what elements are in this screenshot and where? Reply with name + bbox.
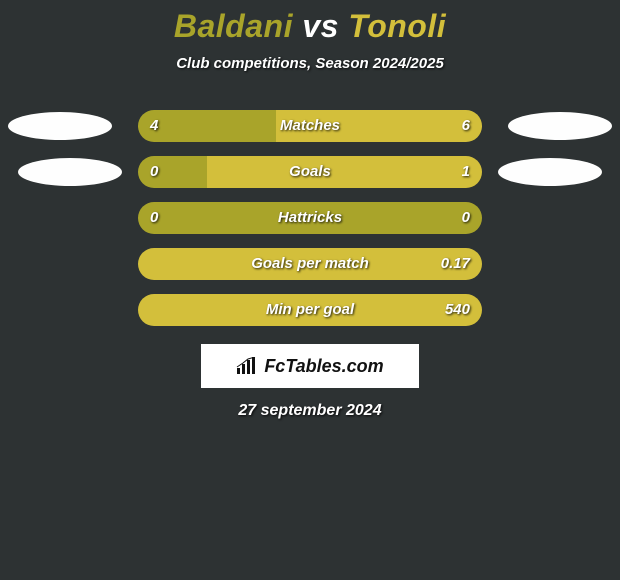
comparison-row: Matches4 6 [0, 110, 620, 142]
source-badge: FcTables.com [201, 344, 419, 388]
chart-icon [236, 357, 258, 375]
subtitle: Club competitions, Season 2024/2025 [0, 55, 620, 72]
stat-value-left: 4 [150, 110, 158, 142]
team-badge-left [18, 158, 122, 186]
stat-value-left: 0 [150, 156, 158, 188]
title-vs: vs [302, 8, 339, 44]
comparison-row: Hattricks0 0 [0, 202, 620, 234]
stat-value-right: 1 [462, 156, 470, 188]
team-badge-left [8, 112, 112, 140]
comparison-row: Min per goal540 [0, 294, 620, 326]
stat-value-right: 0 [462, 202, 470, 234]
comparison-row: Goals0 1 [0, 156, 620, 188]
comparison-row: Goals per match0.17 [0, 248, 620, 280]
stat-label: Matches [138, 110, 482, 142]
stat-value-left: 0 [150, 202, 158, 234]
comparison-rows: Matches46Goals01Hattricks00Goals per mat… [0, 110, 620, 326]
title-player-right: Tonoli [348, 8, 446, 44]
stat-label: Hattricks [138, 202, 482, 234]
stat-value-right: 0.17 [441, 248, 470, 280]
stat-value-right: 6 [462, 110, 470, 142]
source-text: FcTables.com [264, 356, 383, 377]
stat-label: Goals [138, 156, 482, 188]
team-badge-right [498, 158, 602, 186]
comparison-infographic: Baldani vs Tonoli Club competitions, Sea… [0, 0, 620, 580]
title-player-left: Baldani [174, 8, 293, 44]
stat-label: Goals per match [138, 248, 482, 280]
stat-label: Min per goal [138, 294, 482, 326]
team-badge-right [508, 112, 612, 140]
page-title: Baldani vs Tonoli [0, 0, 620, 45]
date-text: 27 september 2024 [0, 402, 620, 420]
stat-value-right: 540 [445, 294, 470, 326]
